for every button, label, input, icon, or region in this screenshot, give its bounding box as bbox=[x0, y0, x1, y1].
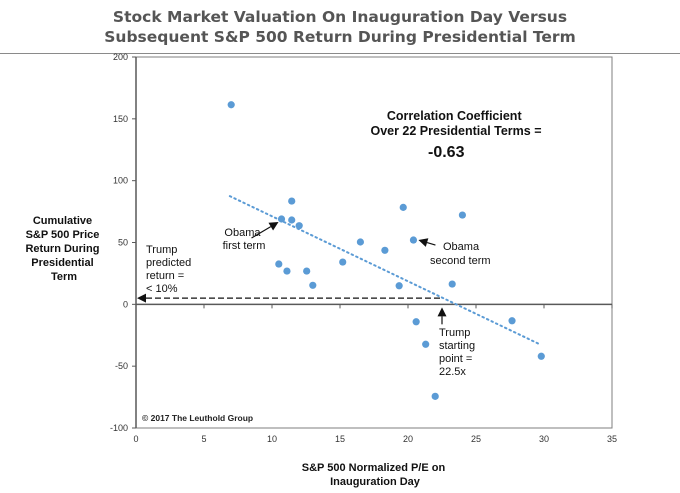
arrow-head bbox=[437, 307, 447, 317]
x-tick-label: 35 bbox=[607, 434, 617, 444]
data-point bbox=[303, 267, 311, 275]
x-axis-title-line: S&P 500 Normalized P/E on bbox=[302, 462, 446, 474]
x-tick-label: 15 bbox=[335, 434, 345, 444]
data-point bbox=[399, 203, 407, 211]
x-tick-label: 0 bbox=[133, 434, 138, 444]
annotation-line: starting bbox=[439, 340, 475, 352]
data-points bbox=[227, 101, 545, 400]
obama-second-term-label: Obama second term bbox=[430, 241, 491, 267]
axis-ticks: -100 -50 0 50 100 150 200 0 5 10 15 20 25 30 35 bbox=[110, 52, 617, 444]
x-tick-label: 30 bbox=[539, 434, 549, 444]
data-point bbox=[295, 222, 303, 230]
trump-predicted-arrow-icon bbox=[137, 293, 440, 303]
data-point bbox=[422, 340, 430, 348]
trendline-layer bbox=[228, 195, 541, 346]
obama-second-arrow-icon bbox=[418, 238, 436, 247]
data-point bbox=[409, 236, 418, 244]
y-axis-title-line: S&P 500 Price bbox=[26, 229, 100, 241]
y-axis-title: Cumulative S&P 500 Price Return During P… bbox=[25, 215, 102, 283]
annotation-line: first term bbox=[223, 240, 266, 252]
y-axis-title-line: Presidential bbox=[31, 257, 93, 269]
data-point bbox=[277, 215, 286, 223]
y-axis-title-line: Return During bbox=[25, 243, 99, 255]
y-tick-label: 0 bbox=[123, 299, 128, 309]
data-point bbox=[412, 318, 420, 326]
data-point bbox=[458, 211, 466, 219]
annotation-line: predicted bbox=[146, 257, 191, 269]
arrow-head bbox=[268, 222, 279, 231]
obama-first-arrow-icon bbox=[251, 222, 279, 239]
y-axis-title-line: Cumulative bbox=[33, 215, 92, 227]
annotation-line: Obama bbox=[224, 227, 261, 239]
x-axis-title: S&P 500 Normalized P/E on Inauguration D… bbox=[302, 462, 449, 488]
data-point bbox=[395, 282, 403, 290]
data-point bbox=[508, 317, 516, 325]
annotation-line: 22.5x bbox=[439, 366, 466, 378]
plot-border bbox=[135, 56, 613, 429]
arrow-shaft bbox=[426, 241, 436, 246]
data-point bbox=[288, 216, 296, 224]
plot-frame bbox=[135, 56, 613, 429]
y-axis-title-line: Term bbox=[51, 271, 77, 283]
annotation-line: point = bbox=[439, 353, 472, 365]
chart-title-line-2: Subsequent S&P 500 Return During Preside… bbox=[104, 28, 576, 46]
data-point bbox=[381, 246, 389, 254]
x-tick-label: 5 bbox=[201, 434, 206, 444]
x-tick-label: 10 bbox=[267, 434, 277, 444]
data-point bbox=[275, 260, 283, 268]
chart-title: Stock Market Valuation On Inauguration D… bbox=[0, 7, 680, 47]
correlation-label: Correlation Coefficient Over 22 Presiden… bbox=[370, 109, 541, 138]
annotation-arrows bbox=[137, 222, 447, 325]
annotation-line: Trump bbox=[146, 244, 177, 256]
chart-title-line-1: Stock Market Valuation On Inauguration D… bbox=[112, 8, 568, 26]
annotation-line: Trump bbox=[439, 327, 470, 339]
x-axis-title-line: Inauguration Day bbox=[330, 476, 421, 488]
data-point bbox=[339, 258, 347, 266]
copyright-text: © 2017 The Leuthold Group bbox=[142, 413, 253, 423]
arrow-head bbox=[137, 293, 146, 303]
title-divider bbox=[0, 53, 680, 54]
correlation-value: -0.63 bbox=[428, 144, 465, 161]
y-tick-label: -100 bbox=[110, 423, 128, 433]
data-point bbox=[283, 267, 291, 275]
data-point bbox=[309, 281, 317, 289]
annotation-line: return = bbox=[146, 270, 184, 282]
arrow-head bbox=[418, 238, 429, 247]
data-point bbox=[356, 238, 364, 246]
data-point bbox=[288, 197, 296, 205]
y-tick-label: -50 bbox=[115, 361, 128, 371]
annotation-line: second term bbox=[430, 255, 491, 267]
y-tick-label: 150 bbox=[113, 114, 128, 124]
correlation-label-line: Correlation Coefficient bbox=[387, 109, 523, 123]
obama-first-term-label: Obama first term bbox=[223, 227, 266, 252]
data-point bbox=[448, 280, 456, 288]
trump-starting-point-label: Trump starting point = 22.5x bbox=[439, 327, 478, 378]
data-point bbox=[227, 101, 235, 109]
x-tick-label: 25 bbox=[471, 434, 481, 444]
trendline bbox=[228, 195, 541, 346]
y-tick-label: 200 bbox=[113, 52, 128, 62]
data-point bbox=[431, 392, 439, 400]
y-tick-label: 100 bbox=[113, 176, 128, 186]
correlation-label-line: Over 22 Presidential Terms = bbox=[370, 124, 541, 138]
data-point bbox=[537, 352, 545, 360]
trump-start-arrow-icon bbox=[437, 307, 447, 325]
y-tick-label: 50 bbox=[118, 238, 128, 248]
annotation-line: Obama bbox=[443, 241, 480, 253]
trump-predicted-label: Trump predicted return = < 10% bbox=[146, 244, 194, 295]
x-tick-label: 20 bbox=[403, 434, 413, 444]
arrow-shaft bbox=[251, 226, 272, 239]
annotation-line: < 10% bbox=[146, 283, 178, 295]
